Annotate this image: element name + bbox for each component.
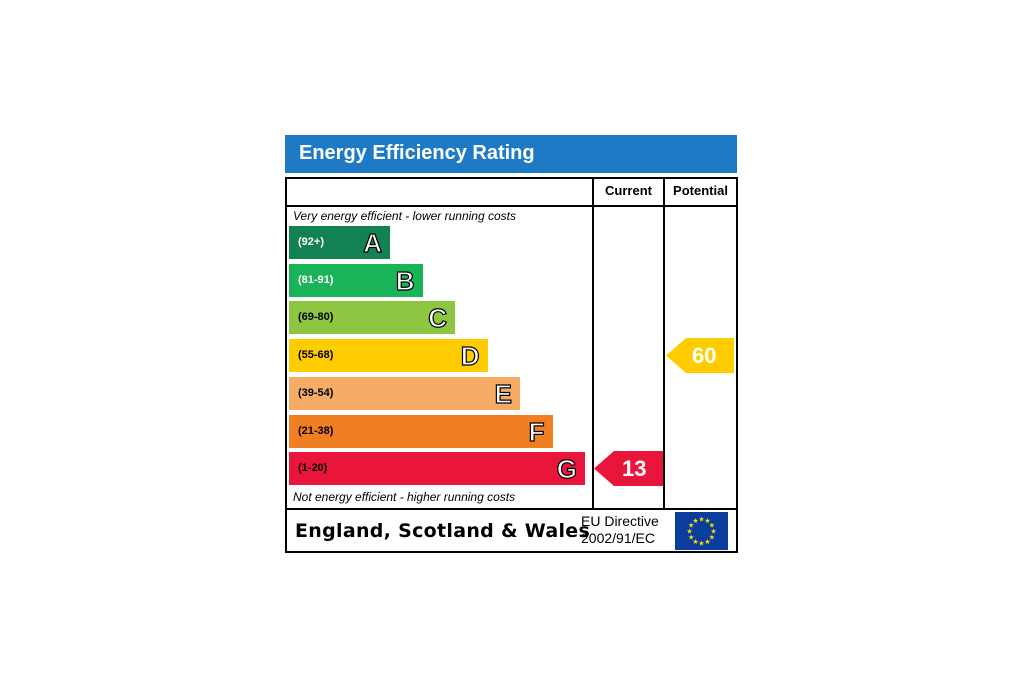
flag-star-icon: ★ <box>688 534 694 542</box>
band-letter: E <box>494 378 513 409</box>
band-range-label: (55-68) <box>298 349 334 362</box>
band-letter: G <box>556 454 577 485</box>
flag-star-icon: ★ <box>704 538 710 546</box>
bottom-note: Not energy efficient - higher running co… <box>293 490 516 504</box>
flag-star-icon: ★ <box>709 534 715 542</box>
band-f: (21-38) F <box>289 414 553 448</box>
potential-column-header: Potential <box>673 183 728 198</box>
band-range-label: (81-91) <box>298 273 334 286</box>
band-range-label: (21-38) <box>298 424 334 437</box>
flag-star-icon: ★ <box>710 528 716 536</box>
epc-chart: Energy Efficiency Rating Current Potenti… <box>285 135 738 553</box>
eu-directive-line1: EU Directive <box>581 513 659 529</box>
band-range-label: (92+) <box>298 236 324 248</box>
header-divider <box>287 205 736 207</box>
region-label: England, Scotland & Wales <box>295 520 591 542</box>
band-letter: D <box>460 340 480 372</box>
band-d: (55-68) D <box>289 339 488 373</box>
eu-directive: EU Directive 2002/91/EC <box>581 513 659 547</box>
flag-star-icon: ★ <box>698 540 704 548</box>
chart-title: Energy Efficiency Rating <box>299 142 535 164</box>
band-letter: B <box>395 265 415 296</box>
potential-rating-value: 60 <box>692 343 717 369</box>
band-e: (39-54) E <box>289 376 520 410</box>
flag-star-icon: ★ <box>688 522 694 530</box>
current-column-divider <box>592 179 594 509</box>
potential-arrow-shape <box>666 338 734 374</box>
footer: England, Scotland & Wales EU Directive 2… <box>287 510 736 551</box>
band-letter: C <box>428 303 448 334</box>
top-note: Very energy efficient - lower running co… <box>293 209 516 223</box>
flag-star-icon: ★ <box>692 538 698 546</box>
flag-star-icon: ★ <box>698 516 704 524</box>
band-range-label: (1-20) <box>298 462 328 475</box>
eu-flag-icon: ★ ★ ★ ★ ★ ★ ★ ★ ★ ★ ★ ★ <box>675 512 728 550</box>
eu-directive-line2: 2002/91/EC <box>581 530 655 546</box>
current-rating-value: 13 <box>622 456 647 482</box>
flag-star-icon: ★ <box>704 517 710 525</box>
band-g: (1-20) G <box>289 452 585 486</box>
title-bar: Energy Efficiency Rating <box>285 135 737 173</box>
band-a: (92+) A <box>289 226 390 259</box>
band-range-label: (69-80) <box>298 311 334 324</box>
flag-star-icon: ★ <box>692 517 698 525</box>
flag-star-icon: ★ <box>686 528 692 536</box>
band-range-label: (39-54) <box>298 386 334 399</box>
current-arrow-shape <box>594 451 663 487</box>
current-column-header: Current <box>605 183 652 198</box>
footer-divider <box>287 508 736 510</box>
flag-star-icon: ★ <box>709 522 715 530</box>
potential-column-divider <box>663 179 665 509</box>
band-b: (81-91) B <box>289 263 423 297</box>
band-letter: A <box>363 227 383 258</box>
band-c: (69-80) C <box>289 301 455 335</box>
band-letter: F <box>528 416 545 447</box>
chart-frame: Current Potential Very energy efficient … <box>285 177 738 553</box>
